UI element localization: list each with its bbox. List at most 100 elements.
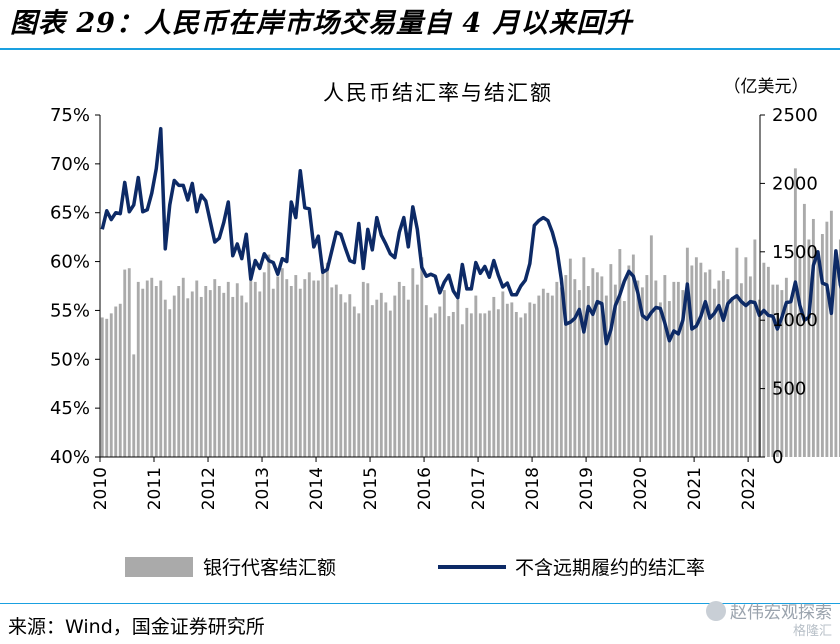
bar [663, 275, 667, 457]
bar [564, 275, 568, 457]
bar [447, 316, 451, 457]
bar [325, 262, 329, 457]
x-tick-label: 2013 [253, 467, 273, 510]
left-tick-label: 55% [50, 300, 90, 321]
bar [217, 286, 221, 457]
bar [726, 279, 730, 457]
figure-title: 图表 29：人民币在岸市场交易量自 4 月以来回升 [10, 8, 633, 39]
bar [114, 306, 118, 457]
axes: 40% 45% 50% 55% 60% 65% 70% 75% 0 500 1000 1500 2000… [50, 105, 818, 510]
title-divider [0, 48, 840, 50]
bar [654, 280, 658, 457]
legend: 银行代客结汇额 不含远期履约的结汇率 [125, 557, 705, 579]
bar [312, 280, 316, 457]
bar [352, 306, 356, 457]
legend-label-bar: 银行代客结汇额 [203, 557, 336, 579]
bar [244, 302, 248, 457]
bar [546, 292, 550, 457]
x-tick-label: 2018 [523, 467, 543, 510]
bar [384, 302, 388, 457]
bar [825, 221, 829, 457]
bar [474, 295, 478, 457]
bar [465, 307, 469, 457]
bar [690, 265, 694, 457]
bar [132, 354, 136, 457]
bar [640, 287, 644, 457]
bar [420, 257, 424, 457]
right-axis-unit: （亿美元） [724, 77, 809, 97]
bar [303, 279, 307, 457]
bar [375, 299, 379, 457]
bar [213, 279, 217, 457]
bar [136, 281, 140, 457]
bar [195, 280, 199, 457]
bar [267, 254, 271, 457]
bar [127, 268, 131, 457]
x-tick-label: 2010 [91, 467, 111, 510]
legend-swatch-bar [125, 557, 193, 577]
bar [604, 295, 608, 457]
bar [766, 266, 770, 457]
bar [573, 279, 577, 457]
bar [433, 313, 437, 457]
bar [514, 311, 518, 457]
bar [379, 292, 383, 457]
bar [600, 276, 604, 457]
bar [348, 294, 352, 457]
x-tick-label: 2014 [307, 467, 327, 510]
bar [150, 277, 154, 457]
bar [388, 310, 392, 457]
bar-series [100, 168, 840, 457]
bar [676, 281, 680, 457]
bar [442, 290, 446, 457]
bar [591, 268, 595, 457]
bar [523, 313, 527, 457]
bar [109, 313, 113, 457]
bar [294, 275, 298, 457]
x-tick-label: 2021 [685, 467, 705, 510]
bar [631, 254, 635, 457]
bar [789, 299, 793, 457]
bar [204, 286, 208, 457]
bar [163, 299, 167, 457]
bar [645, 275, 649, 457]
bar [370, 305, 374, 457]
bar [627, 265, 631, 457]
bar [577, 290, 581, 457]
bar [118, 303, 122, 457]
bar [739, 283, 743, 457]
bar [784, 277, 788, 457]
bar [748, 276, 752, 457]
bar [834, 253, 838, 457]
bar [177, 286, 181, 457]
bar [496, 309, 500, 457]
bar [780, 290, 784, 457]
bar [586, 286, 590, 457]
bar [159, 280, 163, 457]
bar [100, 317, 104, 457]
bar [483, 313, 487, 457]
bar [501, 291, 505, 457]
bar [582, 257, 586, 457]
bar [658, 302, 662, 457]
bar [231, 296, 235, 457]
bar [393, 295, 397, 457]
left-tick-label: 65% [50, 203, 90, 224]
bar [429, 317, 433, 457]
bar [258, 291, 262, 457]
bar [424, 305, 428, 457]
bar [694, 257, 698, 457]
bar [262, 272, 266, 457]
bar [316, 280, 320, 457]
left-tick-label: 40% [50, 447, 90, 468]
bar [793, 168, 797, 457]
left-tick-label: 60% [50, 252, 90, 273]
bar [568, 258, 572, 457]
chart-title: 人民币结汇率与结汇额 [323, 81, 553, 105]
bar [235, 283, 239, 457]
left-tick-label: 45% [50, 398, 90, 419]
bar [154, 286, 158, 457]
bar [636, 280, 640, 457]
bar [703, 272, 707, 457]
x-tick-label: 2012 [199, 467, 219, 510]
